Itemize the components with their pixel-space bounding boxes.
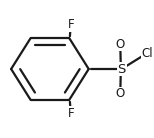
Text: F: F bbox=[67, 18, 74, 31]
Text: O: O bbox=[115, 38, 125, 51]
Text: F: F bbox=[67, 107, 74, 120]
Text: S: S bbox=[117, 63, 126, 75]
Text: O: O bbox=[115, 87, 125, 100]
Text: Cl: Cl bbox=[141, 47, 153, 60]
